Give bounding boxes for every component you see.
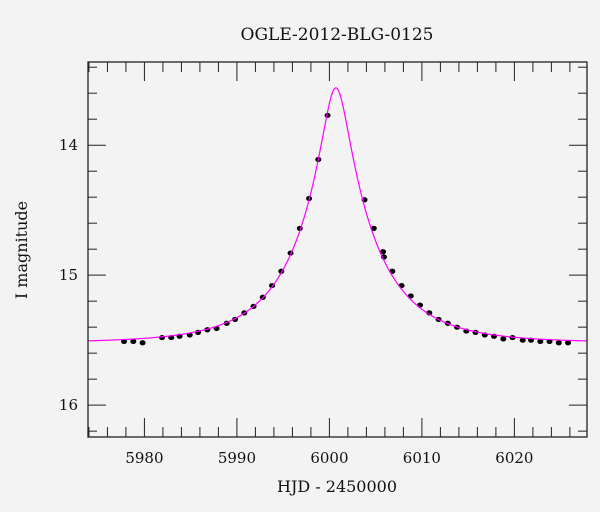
data-point [130,338,137,345]
data-point [537,338,544,345]
plot-frame [87,61,588,438]
y-tick-label: 14 [59,136,78,154]
x-tick-label: 5990 [218,449,256,467]
chart-title: OGLE-2012-BLG-0125 [241,25,434,45]
data-point [380,249,387,255]
y-tick-label: 15 [59,266,78,284]
x-axis-label: HJD - 2450000 [277,477,397,496]
data-point [519,337,526,343]
model-curve [87,87,588,342]
axis-ticks [88,62,587,437]
data-point [565,340,572,346]
x-tick-label: 6020 [495,449,533,467]
data-point [500,336,507,342]
tick-labels: 5980 5990 6000 6010 6020 14 15 16 [59,136,534,467]
x-tick-label: 6010 [403,449,441,467]
data-point [370,225,377,231]
y-tick-label: 16 [59,396,78,414]
x-tick-label: 5980 [125,449,163,467]
y-axis-label: I magnitude [12,201,31,299]
data-point [426,310,433,316]
data-point [139,340,146,346]
x-tick-label: 6000 [310,449,348,467]
data-point [555,340,562,346]
